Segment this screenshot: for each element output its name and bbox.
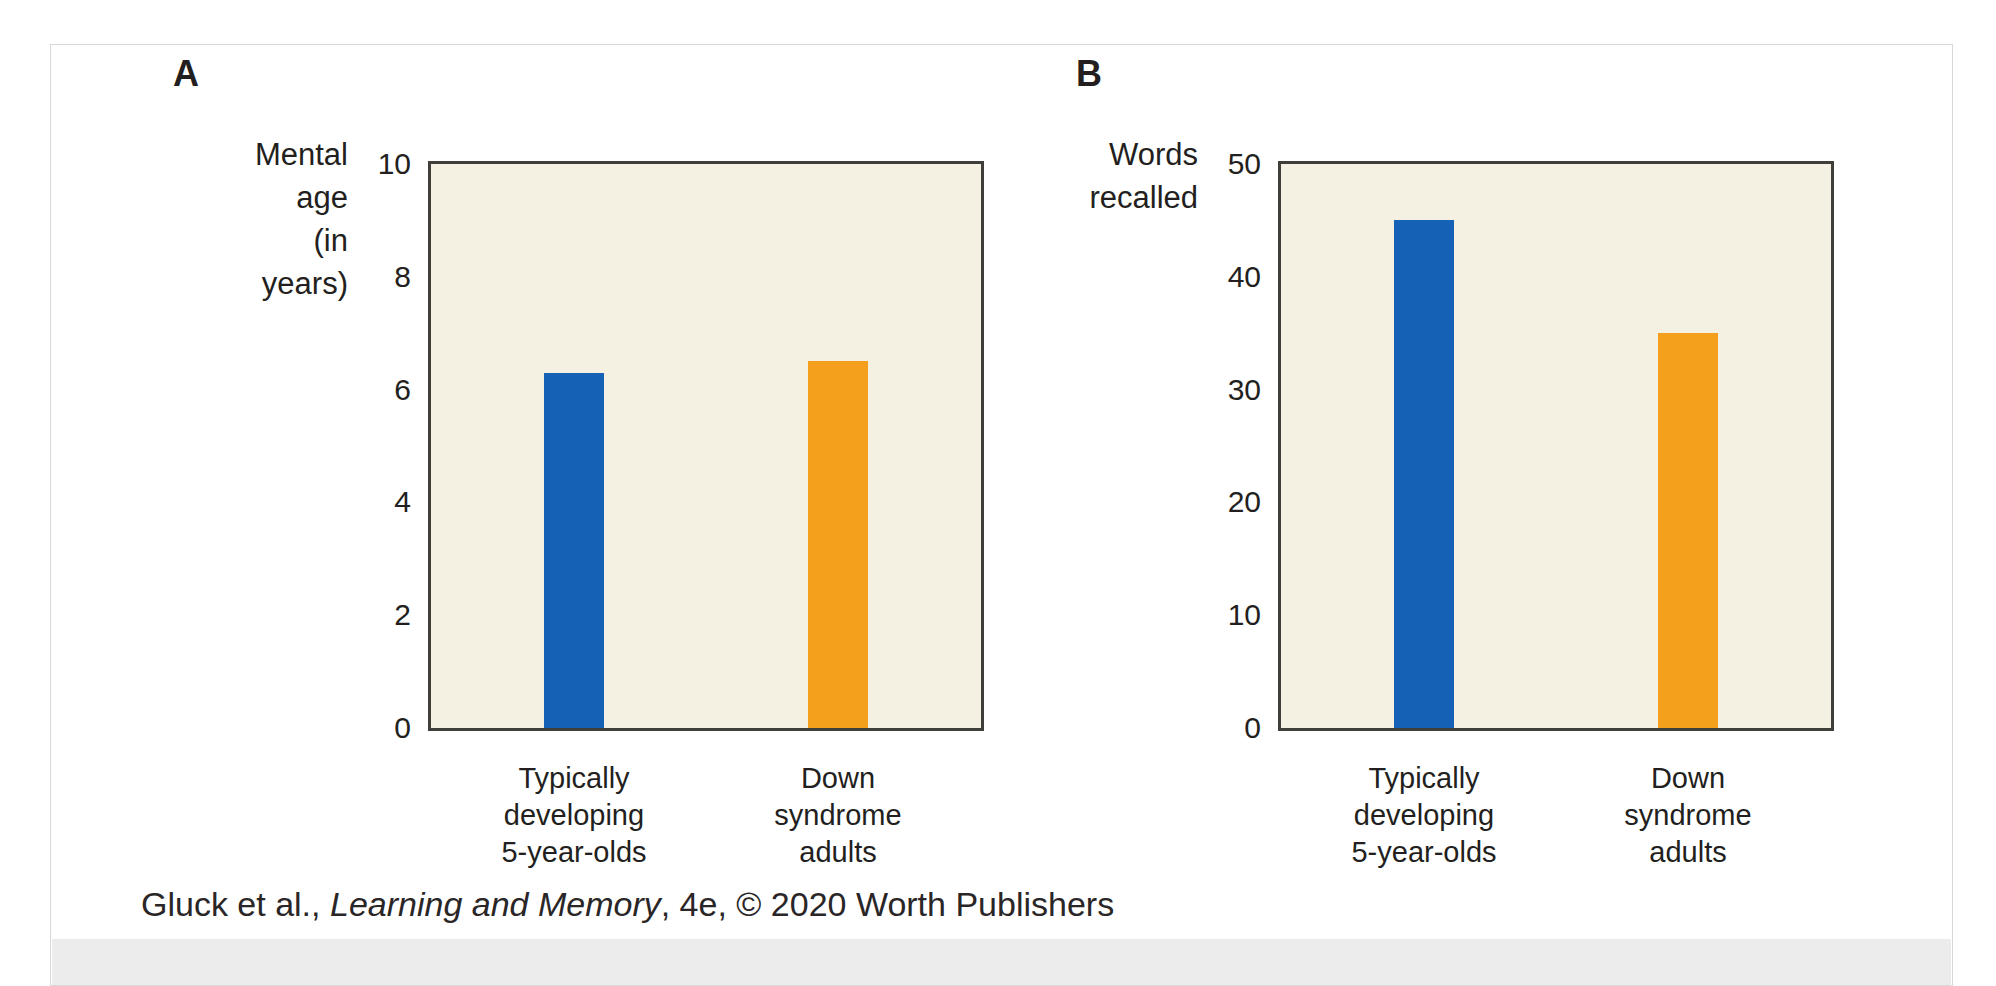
chart-panel-a: A Mental age (in years) 0246810Typically… xyxy=(428,161,984,731)
y-tick-label: 20 xyxy=(1228,487,1261,517)
y-tick-label: 50 xyxy=(1228,149,1261,179)
x-category-label: Typically developing 5-year-olds xyxy=(454,760,694,871)
plot-area: 01020304050Typically developing 5-year-o… xyxy=(1278,161,1834,731)
x-category-label: Down syndrome adults xyxy=(1568,760,1808,871)
x-category-label: Typically developing 5-year-olds xyxy=(1304,760,1544,871)
y-tick-label: 30 xyxy=(1228,375,1261,405)
bar-typically-developing xyxy=(1394,220,1454,728)
bar-down-syndrome xyxy=(808,361,868,728)
x-category-label: Down syndrome adults xyxy=(718,760,958,871)
chart-panel-b: B Words recalled 01020304050Typically de… xyxy=(1278,161,1834,731)
y-tick-label: 6 xyxy=(394,375,411,405)
source-caption: Gluck et al., Learning and Memory, 4e, ©… xyxy=(141,885,1114,924)
y-tick-label: 40 xyxy=(1228,262,1261,292)
y-tick-label: 8 xyxy=(394,262,411,292)
bar-down-syndrome xyxy=(1658,333,1718,728)
caption-book-title: Learning and Memory xyxy=(330,885,661,923)
y-tick-label: 10 xyxy=(1228,600,1261,630)
y-axis-label: Mental age (in years) xyxy=(255,133,348,305)
y-tick-label: 10 xyxy=(378,149,411,179)
y-tick-label: 4 xyxy=(394,487,411,517)
y-tick-label: 2 xyxy=(394,600,411,630)
y-tick-label: 0 xyxy=(1244,713,1261,743)
panel-letter-a: A xyxy=(173,53,199,95)
y-tick-label: 0 xyxy=(394,713,411,743)
panel-letter-b: B xyxy=(1076,53,1102,95)
bottom-gray-band xyxy=(52,939,1951,985)
y-axis-label: Words recalled xyxy=(1089,133,1198,219)
bar-typically-developing xyxy=(544,373,604,728)
caption-prefix: Gluck et al., xyxy=(141,885,330,923)
plot-area: 0246810Typically developing 5-year-oldsD… xyxy=(428,161,984,731)
caption-suffix: , 4e, © 2020 Worth Publishers xyxy=(661,885,1114,923)
figure-card: A Mental age (in years) 0246810Typically… xyxy=(50,44,1953,986)
